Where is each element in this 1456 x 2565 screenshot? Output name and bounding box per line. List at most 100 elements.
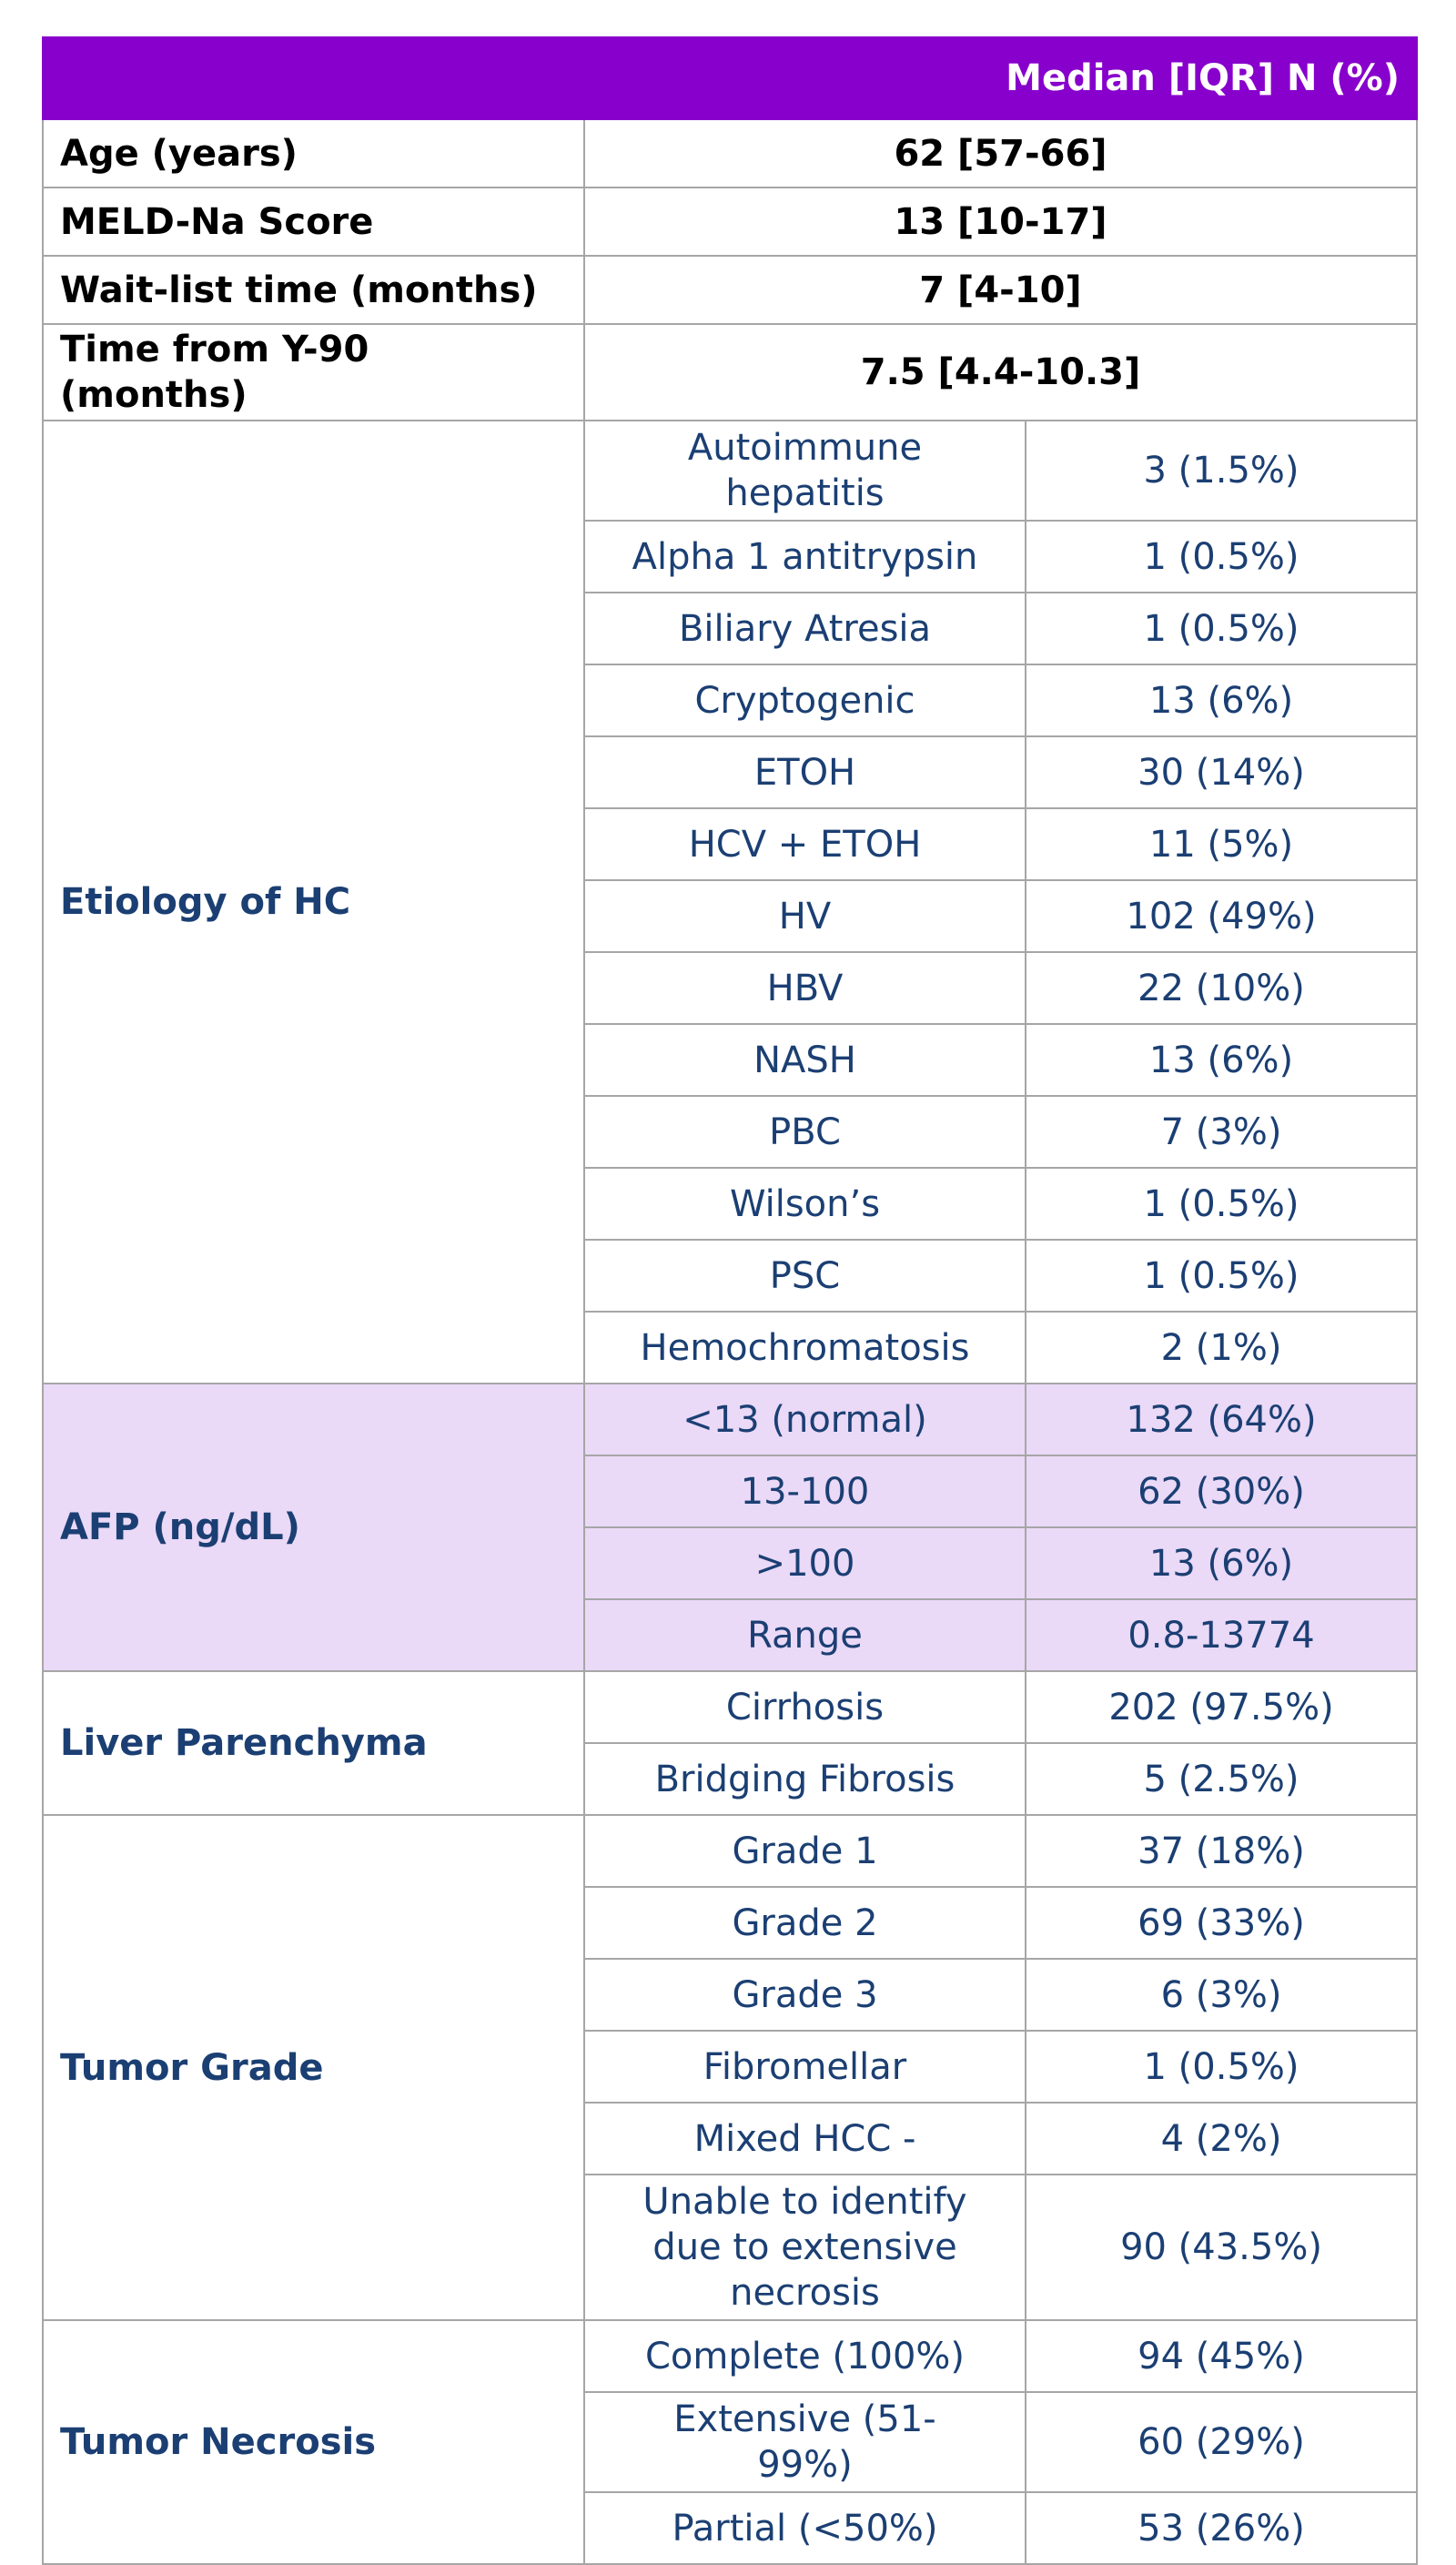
row-value: 7 [4-10] — [582, 255, 1419, 325]
group-row: NASH 13 (6%) — [43, 1023, 1419, 1097]
sub-label: Grade 2 — [583, 1886, 1026, 1960]
sub-label: Wilson’s — [583, 1167, 1026, 1241]
group-row: Alpha 1 antitrypsin 1 (0.5%) — [43, 520, 1419, 593]
sub-label: <13 (normal) — [583, 1383, 1026, 1456]
group-row: Mixed HCC -4 (2%) — [43, 2102, 1419, 2175]
group-row: Unable to identify due to extensive necr… — [43, 2174, 1419, 2321]
sub-value: 1 (0.5%) — [1024, 592, 1419, 665]
group-row: Range 0.8-13774 — [43, 1598, 1419, 1672]
sub-label: Bridging Fibrosis — [583, 1742, 1026, 1816]
sub-value: 53 (26%) — [1024, 2491, 1419, 2565]
group-row: 13-100 62 (30%) — [43, 1455, 1419, 1528]
sub-value: 22 (10%) — [1024, 951, 1419, 1025]
group-label: Etiology of HC — [42, 420, 585, 1384]
row-value: 62 [57-66] — [582, 118, 1419, 188]
sub-label: Biliary Atresia — [583, 592, 1026, 665]
sub-label: Mixed HCC - — [583, 2102, 1026, 2175]
sub-label: Grade 1 — [583, 1814, 1026, 1888]
page: Median [IQR] N (%) Age (years) 62 [57-66]… — [41, 36, 1419, 2565]
sub-label: ETOH — [583, 735, 1026, 809]
sub-value: 1 (0.5%) — [1024, 2030, 1419, 2104]
group-row: Wilson’s 1 (0.5%) — [43, 1167, 1419, 1241]
sub-value: 69 (33%) — [1024, 1886, 1419, 1960]
sub-value: 13 (6%) — [1024, 1526, 1419, 1600]
sub-label: PSC — [583, 1239, 1026, 1313]
group-label: Liver Parenchyma — [42, 1670, 585, 1816]
sub-value: 60 (29%) — [1024, 2391, 1419, 2493]
group-row: PSC 1 (0.5%) — [43, 1239, 1419, 1313]
row-label: Wait-list time (months) — [42, 255, 585, 325]
group-row: >100 13 (6%) — [43, 1526, 1419, 1600]
sub-label: Extensive (51-99%) — [583, 2391, 1026, 2493]
sub-label: HBV — [583, 951, 1026, 1025]
sub-label: Autoimmune hepatitis — [583, 420, 1026, 522]
sub-value: 6 (3%) — [1024, 1958, 1419, 2032]
sub-value: 5 (2.5%) — [1024, 1742, 1419, 1816]
sub-value: 102 (49%) — [1024, 879, 1419, 953]
sub-value: 1 (0.5%) — [1024, 520, 1419, 593]
group-label: Tumor Necrosis — [42, 2319, 585, 2565]
group-row: HBV 22 (10%) — [43, 951, 1419, 1025]
sub-value: 3 (1.5%) — [1024, 420, 1419, 522]
sub-label: Alpha 1 antitrypsin — [583, 520, 1026, 593]
group-row: HCV + ETOH 11 (5%) — [43, 807, 1419, 881]
sub-label: Hemochromatosis — [583, 1311, 1026, 1384]
sub-label: HCV + ETOH — [583, 807, 1026, 881]
sub-label: HV — [583, 879, 1026, 953]
row: Wait-list time (months) 7 [4-10] — [42, 255, 1419, 325]
group-row: Grade 2 69 (33%) — [43, 1886, 1419, 1960]
sub-value: 1 (0.5%) — [1024, 1167, 1419, 1241]
group-row: Biliary Atresia 1 (0.5%) — [43, 592, 1419, 665]
row-value: 13 [10-17] — [582, 187, 1419, 257]
group-row: Tumor Grade Grade 1 37 (18%) — [42, 1814, 1419, 2321]
sub-value: 7 (3%) — [1024, 1095, 1419, 1169]
sub-value: 4 (2%) — [1024, 2102, 1419, 2175]
sub-value: 30 (14%) — [1024, 735, 1419, 809]
sub-label: PBC — [583, 1095, 1026, 1169]
group-row: Tumor Necrosis Complete (100%) 94 (45%) — [42, 2319, 1419, 2565]
row-label: MELD-Na Score — [42, 187, 585, 257]
group-row: Fibromellar 1 (0.5%) — [43, 2030, 1419, 2104]
sub-value: 2 (1%) — [1024, 1311, 1419, 1384]
group-row: Extensive (51-99%) 60 (29%) — [43, 2391, 1419, 2493]
sub-label: NASH — [583, 1023, 1026, 1097]
row: Time from Y-90 (months) 7.5 [4.4-10.3] — [42, 323, 1419, 421]
row: MELD-Na Score 13 [10-17] — [42, 187, 1419, 257]
group-row: Bridging Fibrosis 5 (2.5%) — [43, 1742, 1419, 1816]
sub-value: 94 (45%) — [1024, 2319, 1419, 2393]
row: Age (years) 62 [57-66] — [42, 118, 1419, 188]
sub-value: 13 (6%) — [1024, 1023, 1419, 1097]
group-row: PBC 7 (3%) — [43, 1095, 1419, 1169]
table-body: Median [IQR] N (%) Age (years) 62 [57-66]… — [41, 36, 1419, 2565]
sub-label: Complete (100%) — [583, 2319, 1026, 2393]
row-label: Time from Y-90 (months) — [42, 323, 585, 421]
sub-label: Unable to identify due to extensive necr… — [583, 2174, 1026, 2321]
group-row: AFP (ng/dL) <13 (normal) 132 (64%) — [42, 1383, 1419, 1672]
row-label: Age (years) — [42, 118, 585, 188]
sub-label: Cryptogenic — [583, 664, 1026, 737]
row-value: 7.5 [4.4-10.3] — [582, 323, 1419, 421]
sub-label: Partial (<50%) — [583, 2491, 1026, 2565]
group-row: Hemochromatosis 2 (1%) — [43, 1311, 1419, 1384]
group-label: Tumor Grade — [42, 1814, 585, 2321]
header-cell: Median [IQR] N (%) — [41, 36, 1419, 120]
sub-label: Grade 3 — [583, 1958, 1026, 2032]
sub-label: 13-100 — [583, 1455, 1026, 1528]
group-label: AFP (ng/dL) — [42, 1383, 585, 1672]
sub-value: 202 (97.5%) — [1024, 1670, 1419, 1744]
sub-label: >100 — [583, 1526, 1026, 1600]
group-row: Etiology of HC Autoimmune hepatitis 3 (1.5… — [42, 420, 1419, 1384]
sub-value: 13 (6%) — [1024, 664, 1419, 737]
sub-value: 1 (0.5%) — [1024, 1239, 1419, 1313]
group-row: ETOH 30 (14%) — [43, 735, 1419, 809]
header-row: Median [IQR] N (%) — [41, 36, 1419, 120]
sub-value: 11 (5%) — [1024, 807, 1419, 881]
group-row: Liver Parenchyma Cirrhosis 202 (97.5%) — [42, 1670, 1419, 1816]
data-table: Median [IQR] N (%) Age (years) 62 [57-66]… — [41, 36, 1419, 2565]
sub-value: 62 (30%) — [1024, 1455, 1419, 1528]
group-row: Cryptogenic 13 (6%) — [43, 664, 1419, 737]
group-row: HV 102 (49%) — [43, 879, 1419, 953]
sub-label: Fibromellar — [583, 2030, 1026, 2104]
sub-value: 0.8-13774 — [1024, 1598, 1419, 1672]
